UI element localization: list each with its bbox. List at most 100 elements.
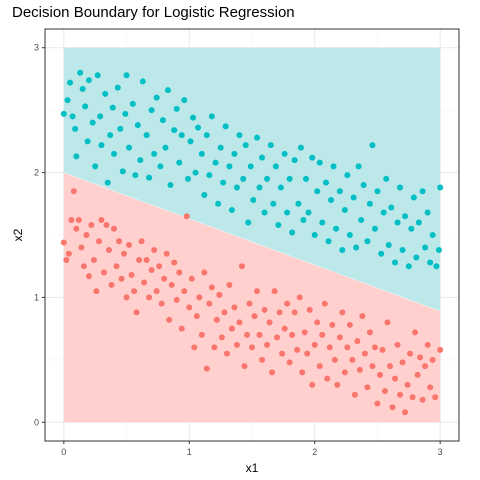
point-class-0-9	[83, 232, 90, 238]
x-tick-label-0: 0	[61, 447, 66, 457]
point-class-1-46	[181, 97, 188, 104]
point-class-0-55	[198, 331, 205, 338]
point-class-1-21	[114, 84, 121, 91]
point-class-0-10	[85, 273, 92, 280]
point-class-0-136	[402, 409, 409, 416]
point-class-0-100	[311, 341, 318, 348]
point-class-1-64	[231, 150, 238, 157]
point-class-0-53	[193, 313, 200, 320]
point-class-1-14	[97, 113, 104, 120]
point-class-1-90	[302, 175, 309, 182]
point-class-0-92	[291, 309, 298, 316]
point-class-0-99	[309, 381, 316, 388]
point-class-0-23	[118, 275, 125, 282]
y-tick-label-0: 0	[34, 417, 39, 427]
point-class-0-111	[339, 309, 346, 316]
point-class-1-31	[139, 78, 146, 85]
point-class-0-83	[269, 369, 276, 376]
point-class-1-65	[233, 184, 240, 191]
point-class-0-18	[105, 246, 112, 253]
data-points	[60, 69, 444, 416]
point-class-1-69	[245, 219, 252, 226]
point-class-1-2	[67, 79, 74, 86]
point-class-0-137	[404, 381, 411, 388]
point-class-0-13	[93, 288, 100, 295]
point-class-0-62	[216, 291, 223, 298]
point-class-0-70	[236, 319, 243, 326]
x-tick-label-2: 2	[312, 447, 317, 457]
point-class-0-107	[329, 321, 336, 328]
point-class-0-44	[171, 259, 178, 266]
point-class-0-139	[409, 394, 416, 401]
point-class-1-94	[314, 188, 321, 195]
point-class-1-138	[435, 246, 442, 253]
point-class-0-121	[364, 384, 371, 391]
point-class-1-13	[94, 72, 101, 79]
point-class-0-75	[249, 344, 255, 351]
point-class-1-110	[358, 217, 365, 224]
point-class-1-137	[433, 263, 440, 270]
point-class-1-105	[344, 172, 351, 179]
point-class-0-80	[261, 306, 268, 313]
y-tick-label-1: 1	[34, 292, 39, 302]
point-class-1-116	[374, 188, 381, 195]
point-class-0-128	[381, 388, 388, 395]
point-class-1-107	[350, 194, 357, 201]
point-class-0-33	[143, 256, 150, 263]
point-class-1-103	[339, 246, 346, 253]
point-class-0-98	[306, 306, 313, 313]
point-class-1-97	[323, 179, 330, 186]
point-class-1-54	[203, 132, 210, 139]
point-class-1-11	[89, 119, 96, 126]
point-class-1-82	[281, 150, 288, 157]
point-class-1-45	[178, 132, 185, 139]
point-class-0-79	[259, 356, 266, 363]
point-class-0-145	[424, 341, 431, 348]
point-class-0-12	[90, 256, 97, 263]
point-class-0-115	[349, 356, 356, 363]
point-class-0-8	[80, 263, 87, 270]
point-class-0-103	[319, 331, 326, 338]
point-class-1-36	[153, 94, 160, 101]
point-class-0-84	[271, 288, 278, 295]
point-class-1-15	[98, 142, 105, 149]
point-class-1-23	[119, 168, 126, 175]
point-class-1-128	[408, 225, 415, 232]
point-class-1-73	[256, 184, 263, 191]
point-class-0-91	[289, 331, 296, 338]
point-class-1-38	[159, 117, 166, 124]
point-class-1-102	[336, 188, 343, 195]
point-class-0-102	[316, 363, 323, 370]
point-class-0-118	[356, 366, 363, 373]
point-class-1-6	[77, 69, 84, 76]
point-class-1-41	[167, 182, 174, 189]
point-class-0-65	[223, 350, 230, 357]
point-class-0-93	[294, 346, 301, 353]
point-class-1-16	[102, 90, 109, 97]
point-class-1-34	[148, 107, 155, 114]
panel-border	[44, 28, 460, 442]
point-class-0-94	[296, 294, 303, 301]
chart-title: Decision Boundary for Logistic Regressio…	[12, 4, 295, 21]
point-class-1-99	[328, 197, 335, 204]
point-class-1-57	[212, 159, 219, 166]
point-class-1-20	[111, 150, 117, 157]
point-class-0-69	[233, 341, 240, 348]
point-class-0-21	[113, 263, 120, 270]
point-class-1-72	[254, 134, 261, 141]
point-class-0-86	[276, 309, 283, 316]
point-class-1-135	[427, 259, 434, 266]
point-class-1-98	[325, 238, 332, 245]
point-class-0-147	[429, 356, 436, 363]
point-class-0-20	[111, 225, 117, 232]
point-class-1-124	[397, 184, 404, 191]
decision-boundary-line	[63, 172, 441, 312]
region-class-0	[63, 172, 441, 423]
point-class-0-1	[63, 256, 70, 263]
point-class-1-4	[72, 125, 79, 132]
point-class-1-56	[208, 113, 215, 120]
point-class-1-39	[162, 144, 169, 151]
point-class-0-35	[148, 266, 155, 273]
point-class-1-123	[394, 219, 401, 226]
